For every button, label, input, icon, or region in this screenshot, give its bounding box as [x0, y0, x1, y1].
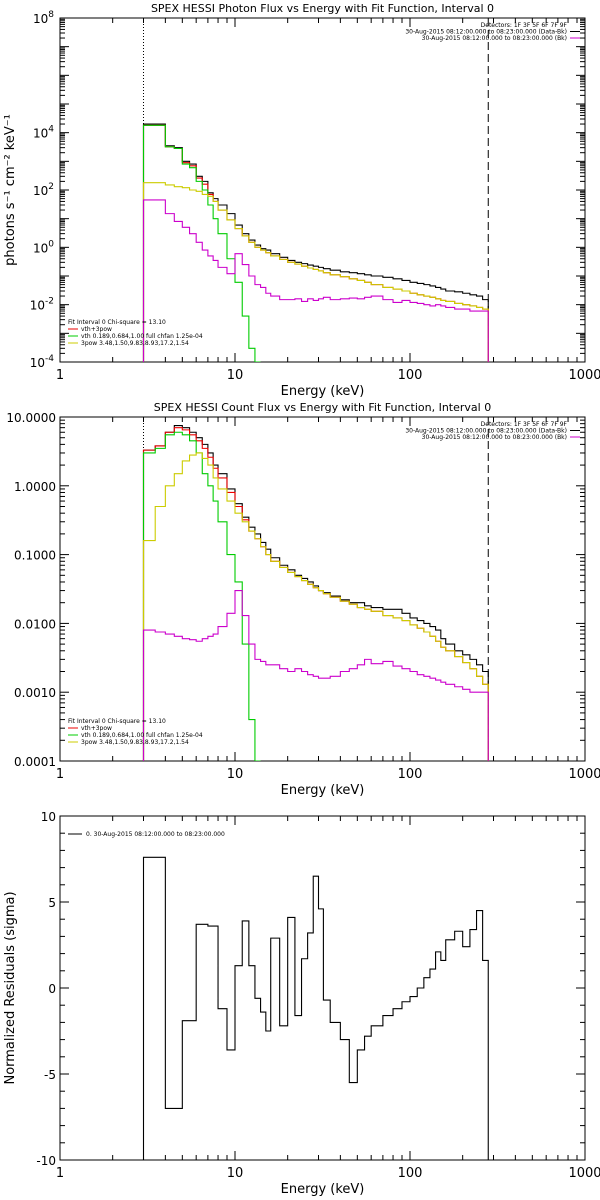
legend-top-right-label: 30-Aug-2015 08:12:00.000 to 08:23:00.000… [422, 35, 567, 42]
y-tick-label: 1.0000 [14, 480, 56, 494]
x-tick-label: 1000 [568, 767, 600, 782]
y-tick-label: 10-4 [30, 354, 55, 370]
chart-title: SPEX HESSI Count Flux vs Energy with Fit… [154, 401, 491, 414]
x-tick-label: 10 [227, 767, 244, 782]
series-line-0 [142, 425, 489, 761]
series-line-0 [142, 123, 489, 362]
y-tick-label: 0 [48, 982, 56, 996]
y-tick-label: -5 [44, 1068, 56, 1082]
y-tick-label: 108 [33, 10, 54, 26]
y-tick-base: 10 [33, 184, 48, 198]
legend-bottom-left-label: 3pow 3.48,1.50,9.83,8.93,17.2,1.54 [81, 340, 189, 347]
series-line-1 [142, 124, 489, 362]
fit-info-label: Fit Interval 0 Chi-square = 13.10 [68, 718, 166, 725]
x-tick-label: 100 [398, 1166, 423, 1181]
y-tick-base: 10 [30, 299, 45, 313]
y-tick-label: 10.0000 [6, 411, 56, 425]
legend-bottom-left-label: vth+3pow [81, 326, 112, 333]
x-axis-label: Energy (keV) [281, 1182, 365, 1197]
plot-frame [59, 17, 586, 363]
series-line-0 [142, 856, 489, 1160]
y-tick-exponent: -4 [45, 354, 54, 364]
legend-top-right-label: Detectors: 1F 3F 5F 6F 7F 9F [481, 421, 568, 428]
x-tick-label: 1 [56, 368, 64, 383]
y-tick-base: 10 [33, 241, 48, 255]
y-tick-label: 10-2 [30, 297, 54, 313]
legend-top-right-label: 30-Aug-2015 08:12:00.000 to 08:23:00.000… [422, 434, 567, 441]
y-tick-label: 102 [33, 182, 54, 198]
y-tick-label: 100 [33, 239, 54, 255]
y-tick-label: -10 [36, 1154, 56, 1168]
plot-frame [59, 416, 586, 762]
y-tick-label: 0.0100 [14, 617, 56, 631]
series-line-3 [142, 182, 489, 362]
panel-3: 1 10 100 1000 10 5 0 -5 -10 Energy (keV) Normalize… [3, 810, 600, 1197]
x-tick-label: 1000 [568, 1166, 600, 1181]
x-tick-label: 1 [56, 767, 64, 782]
y-tick-exponent: 4 [48, 125, 54, 135]
y-tick-base: 10 [33, 127, 48, 141]
y-tick-exponent: 8 [48, 10, 54, 20]
y-axis-label: photons s⁻¹ cm⁻² keV⁻¹ [3, 114, 18, 266]
legend-bottom-left-label: 3pow 3.48,1.50,9.83,8.93,17.2,1.54 [81, 739, 189, 746]
y-tick-base: 10 [30, 356, 45, 370]
series-line-4 [142, 590, 489, 761]
x-axis-label: Energy (keV) [281, 783, 365, 798]
legend-top-right-label: 30-Aug-2015 08:12:00.000 to 08:23:00.000… [405, 428, 567, 435]
x-tick-label: 10 [227, 368, 244, 383]
y-axis-label: Normalized Residuals (sigma) [3, 891, 18, 1084]
panel-2: 1 10 100 1000 10.0000 1.0000 0.1000 0.0100 0.001… [6, 401, 600, 798]
x-axis-label: Energy (keV) [281, 384, 365, 399]
x-tick-label: 1000 [568, 368, 600, 383]
x-tick-label: 100 [398, 368, 423, 383]
series-line-2 [142, 431, 261, 761]
legend-top-right-label: Detectors: 1F 3F 5F 6F 7F 9F [481, 22, 568, 29]
y-tick-label: 104 [33, 125, 54, 141]
y-tick-label: 0.1000 [14, 549, 56, 563]
series-line-2 [142, 124, 261, 362]
y-tick-base: 10 [33, 12, 48, 26]
series-line-4 [142, 199, 489, 362]
series-line-3 [142, 452, 489, 761]
legend-bottom-left-label: vth 0.189,0.684,1.00 full chfan 1.25e-04 [81, 732, 203, 739]
x-tick-label: 10 [227, 1166, 244, 1181]
y-tick-exponent: 0 [48, 239, 54, 249]
y-tick-exponent: -2 [45, 297, 54, 307]
y-tick-label: 5 [48, 896, 56, 910]
x-tick-label: 100 [398, 767, 423, 782]
x-tick-label: 1 [56, 1166, 64, 1181]
y-tick-label: 10 [41, 810, 56, 824]
series-line-1 [142, 427, 489, 761]
y-tick-label: 0.0010 [14, 686, 56, 700]
y-tick-label: 0.0001 [14, 755, 56, 769]
legend-bottom-left-label: vth+3pow [81, 725, 112, 732]
legend-top-right-label: 30-Aug-2015 08:12:00.000 to 08:23:00.000… [405, 29, 567, 36]
legend-bottom-left-label: vth 0.189,0.684,1.00 full chfan 1.25e-04 [81, 333, 203, 340]
chart-title: SPEX HESSI Photon Flux vs Energy with Fi… [151, 2, 494, 15]
plot-frame [59, 815, 586, 1161]
y-tick-exponent: 2 [48, 182, 54, 192]
fit-info-label: Fit Interval 0 Chi-square = 13.10 [68, 319, 166, 326]
legend-top-left-label: 0. 30-Aug-2015 08:12:00.000 to 08:23:00.… [86, 831, 225, 838]
